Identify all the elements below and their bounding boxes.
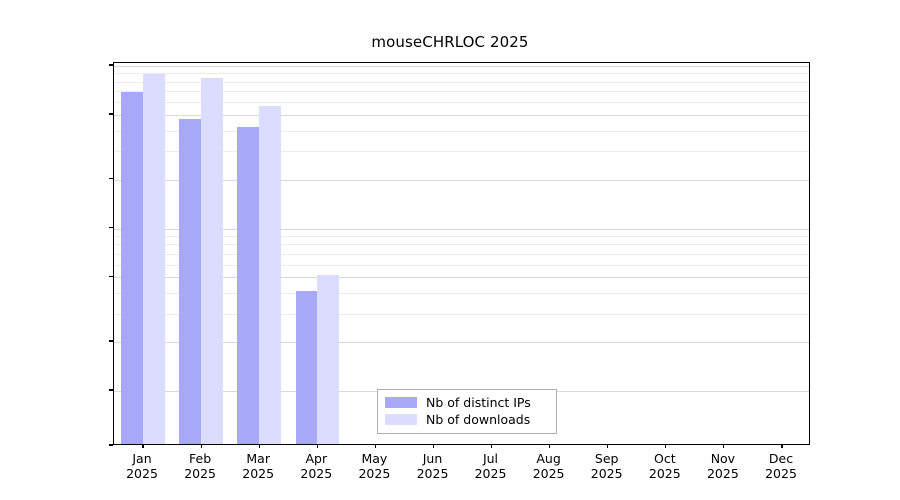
x-tick-year: 2025	[300, 466, 333, 481]
x-tick-year: 2025	[358, 466, 391, 481]
legend-item[interactable]: Nb of distinct IPs	[385, 394, 549, 411]
y-axis-tick-mark	[109, 226, 113, 229]
x-tick-year: 2025	[474, 466, 507, 481]
plot-area	[113, 62, 810, 448]
y-axis-tick-mark	[109, 340, 113, 342]
bar[interactable]	[259, 106, 281, 444]
x-axis-tick-label: Mar 2025	[223, 451, 293, 481]
x-axis-tick-label: Feb 2025	[165, 451, 235, 481]
legend-label: Nb of downloads	[426, 412, 531, 427]
x-axis-tick-mark	[781, 444, 783, 448]
bar[interactable]	[143, 73, 165, 444]
x-axis-tick-label: Jul 2025	[456, 451, 526, 481]
gridline	[114, 179, 809, 181]
x-axis-tick-label: Jun 2025	[398, 451, 468, 481]
gridline	[114, 235, 809, 237]
gridline	[114, 151, 809, 152]
x-tick-month: Oct	[653, 451, 676, 466]
x-tick-year: 2025	[648, 466, 681, 481]
x-axis-tick-label: Jan 2025	[107, 451, 177, 481]
gridline	[114, 81, 809, 83]
x-axis-tick-mark	[665, 444, 667, 448]
x-axis-tick-mark	[142, 444, 144, 448]
gridline	[114, 102, 809, 104]
y-axis-tick-mark	[109, 444, 113, 446]
x-tick-month: Jul	[482, 451, 499, 466]
x-axis-tick-mark	[374, 444, 376, 448]
bar[interactable]	[201, 78, 223, 444]
x-tick-month: Aug	[536, 451, 561, 466]
x-tick-month: Jan	[132, 451, 152, 466]
x-axis-tick-mark	[723, 444, 725, 448]
x-tick-year: 2025	[184, 466, 216, 481]
x-tick-year: 2025	[532, 466, 565, 481]
x-tick-month: Mar	[246, 451, 270, 466]
x-tick-year: 2025	[590, 466, 623, 481]
x-tick-year: 2025	[126, 466, 158, 481]
x-axis-tick-label: May 2025	[339, 451, 409, 481]
bar[interactable]	[121, 92, 144, 444]
x-axis-tick-label: Apr 2025	[281, 451, 351, 481]
x-axis-tick-mark	[432, 444, 435, 448]
bars-container	[114, 63, 809, 448]
x-tick-month: May	[361, 451, 388, 466]
x-tick-month: Apr	[305, 451, 328, 466]
gridline	[114, 293, 809, 295]
legend-item[interactable]: Nb of downloads	[385, 411, 549, 428]
x-tick-year: 2025	[706, 466, 739, 481]
x-tick-year: 2025	[765, 466, 797, 481]
x-tick-month: Jun	[422, 451, 443, 466]
legend-swatch-icon	[385, 414, 417, 425]
x-tick-month: Dec	[768, 451, 794, 466]
y-axis-tick-mark	[109, 275, 113, 278]
x-axis-tick-label: Oct 2025	[630, 451, 700, 481]
x-axis-tick-mark	[490, 444, 493, 448]
page-title: mouseCHRLOC 2025	[371, 33, 529, 51]
x-tick-year: 2025	[416, 466, 449, 481]
legend-label: Nb of distinct IPs	[426, 395, 531, 410]
y-axis-tick-mark	[109, 64, 113, 66]
bar[interactable]	[179, 118, 202, 444]
x-axis-tick-label: Sep 2025	[572, 451, 642, 481]
gridline	[114, 73, 809, 75]
y-axis-tick-mark	[109, 113, 113, 115]
gridline	[114, 91, 809, 93]
y-axis-tick-mark	[109, 177, 113, 180]
gridline	[114, 264, 809, 266]
x-axis-tick-label: Dec 2025	[746, 451, 816, 481]
gridline	[114, 313, 809, 315]
gridline	[114, 130, 809, 132]
x-axis-tick-mark	[200, 444, 202, 448]
x-axis-tick-mark	[258, 444, 260, 448]
x-tick-month: Feb	[189, 451, 212, 466]
bar[interactable]	[295, 291, 318, 444]
x-axis-tick-label: Nov 2025	[688, 451, 758, 481]
gridline	[114, 244, 809, 246]
legend-swatch-icon	[385, 397, 417, 408]
gridline	[114, 253, 809, 255]
x-axis-tick-label: Aug 2025	[514, 451, 584, 481]
gridline	[114, 277, 809, 279]
gridline	[114, 66, 809, 67]
gridlines	[114, 63, 809, 444]
gridline	[114, 342, 809, 344]
x-axis-tick-mark	[607, 444, 609, 448]
x-tick-month: Nov	[710, 451, 736, 466]
gridline	[114, 114, 809, 116]
x-tick-month: Sep	[594, 451, 619, 466]
x-axis-tick-mark	[316, 444, 318, 448]
y-axis-tick-mark	[109, 389, 113, 391]
legend: Nb of distinct IPs Nb of downloads	[377, 389, 557, 434]
x-tick-year: 2025	[242, 466, 275, 481]
bar[interactable]	[237, 126, 260, 444]
gridline	[114, 228, 809, 230]
bar[interactable]	[317, 275, 340, 444]
x-axis-tick-mark	[549, 444, 551, 448]
